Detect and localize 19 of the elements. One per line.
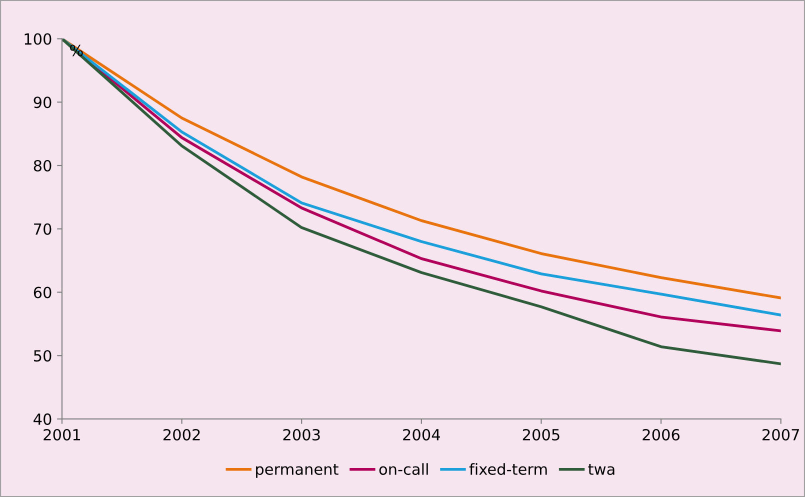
legend-label: on-call	[379, 463, 428, 475]
x-tick-label: 2003	[283, 428, 320, 441]
y-axis-title: %	[70, 44, 83, 56]
x-tick-label: 2002	[163, 428, 200, 441]
y-tick-label: 50	[34, 350, 52, 362]
legend-label: twa	[588, 464, 614, 475]
y-tick-label: 100	[24, 33, 52, 45]
x-tick-label: 2004	[403, 428, 440, 441]
y-tick-label: 40	[34, 413, 52, 425]
y-tick-label: 70	[34, 223, 52, 235]
legend-label: permanent	[256, 464, 338, 478]
y-tick-label: 60	[34, 286, 52, 298]
y-tick-label: 80	[34, 160, 52, 172]
legend-label: fixed-term	[469, 463, 547, 475]
x-tick-label: 2005	[522, 428, 560, 441]
x-tick-label: 2006	[642, 428, 680, 441]
y-tick-label: 90	[34, 96, 52, 108]
x-tick-label: 2007	[762, 428, 799, 441]
x-tick-label: 2001	[44, 428, 80, 441]
